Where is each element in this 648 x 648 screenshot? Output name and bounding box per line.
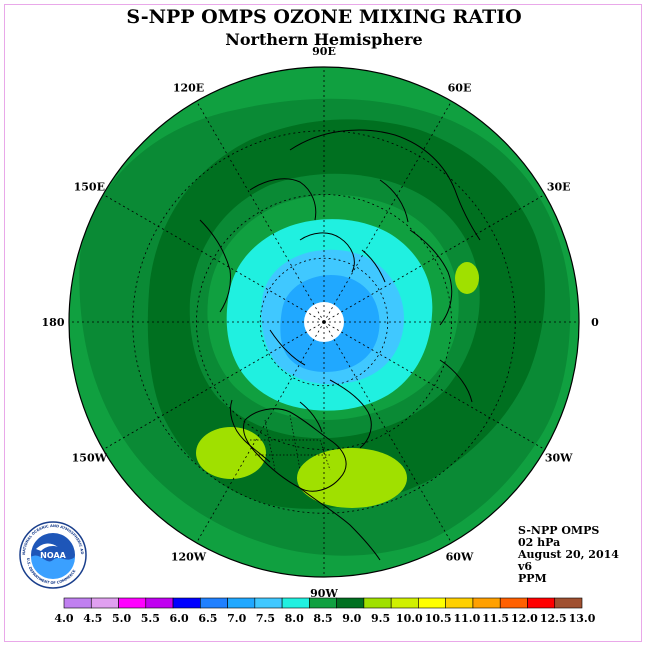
longitude-label: 30W (545, 452, 573, 465)
contour-9-5-atlantic (297, 448, 407, 508)
colorbar-swatch (336, 597, 365, 609)
colorbar-swatch (227, 597, 256, 609)
coastlines (199, 129, 481, 561)
info-date: August 20, 2014 (518, 548, 619, 561)
colorbar-tick-label: 8.0 (285, 612, 304, 625)
longitude-label: 90W (310, 587, 338, 600)
ozone-contours (69, 67, 579, 577)
image-frame (4, 4, 642, 642)
borders (250, 414, 331, 471)
chart-title: S-NPP OMPS OZONE MIXING RATIO (126, 6, 522, 28)
colorbar-swatch (254, 597, 283, 609)
longitude-label: 0 (591, 316, 599, 329)
colorbar-swatch (118, 597, 147, 609)
colorbar-swatch (554, 597, 583, 609)
colorbar-tick-label: 10.5 (425, 612, 452, 625)
colorbar-tick-label: 4.0 (54, 612, 73, 625)
contour-9-5-east (455, 262, 479, 294)
contour-9-5-west (196, 427, 266, 479)
colorbar: 4.0 4.5 5.0 5.5 6.0 6.5 7.0 7.5 8.0 8.5 9.0 9.5 10.0… (54, 597, 596, 625)
colorbar-tick-label: 12.5 (540, 612, 567, 625)
latitude-circle (259, 257, 389, 387)
colorbar-swatch (390, 597, 419, 609)
colorbar-swatch (63, 597, 92, 609)
colorbar-tick-label: 6.5 (198, 612, 217, 625)
colorbar-tick-label: 6.0 (170, 612, 189, 625)
colorbar-tick-label: 4.5 (83, 612, 102, 625)
colorbar-swatch (472, 597, 501, 609)
colorbar-swatch (90, 597, 119, 609)
info-instrument: S-NPP OMPS (518, 524, 600, 537)
longitude-labels: 90E 60E 30E 0 30W 60W 90W 120W 150W 180 150E 120E (42, 45, 600, 600)
colorbar-tick-label: 7.5 (256, 612, 275, 625)
colorbar-tick-label: 5.5 (141, 612, 160, 625)
longitude-label: 180 (42, 316, 65, 329)
longitude-label: 150E (74, 181, 105, 194)
longitude-label: 90E (312, 45, 336, 58)
colorbar-tick-label: 7.0 (227, 612, 246, 625)
colorbar-ticks: 4.0 4.5 5.0 5.5 6.0 6.5 7.0 7.5 8.0 8.5 9.0 9.5 10.0… (54, 612, 595, 625)
graticule (69, 67, 579, 577)
colorbar-swatch (527, 597, 556, 609)
colorbar-swatch (145, 597, 174, 609)
longitude-label: 120E (173, 81, 204, 94)
colorbar-swatch (172, 597, 201, 609)
longitude-label: 30E (547, 181, 571, 194)
colorbar-tick-label: 13.0 (569, 612, 596, 625)
colorbar-swatch (200, 597, 228, 609)
colorbar-swatch (281, 597, 310, 609)
colorbar-swatch (418, 597, 446, 609)
colorbar-swatch (363, 597, 392, 609)
colorbar-tick-label: 9.5 (371, 612, 390, 625)
noaa-logo: NATIONAL OCEANIC AND ATMOSPHERIC ADMINIS… (18, 520, 87, 589)
colorbar-tick-label: 11.0 (453, 612, 480, 625)
colorbar-tick-label: 9.0 (342, 612, 361, 625)
longitude-label: 150W (72, 452, 108, 465)
chart-subtitle: Northern Hemisphere (225, 30, 423, 49)
colorbar-tick-label: 10.0 (396, 612, 423, 625)
logo-text: NOAA (40, 551, 66, 560)
longitude-label: 60W (446, 551, 474, 564)
colorbar-tick-label: 11.5 (482, 612, 509, 625)
colorbar-swatch (309, 597, 337, 609)
colorbar-swatches (63, 597, 583, 609)
longitude-label: 60E (448, 81, 472, 94)
colorbar-swatch (445, 597, 474, 609)
colorbar-tick-label: 12.0 (511, 612, 538, 625)
info-version: v6 (518, 560, 533, 573)
colorbar-tick-label: 8.5 (313, 612, 332, 625)
longitude-label: 120W (171, 551, 207, 564)
info-block: S-NPP OMPS 02 hPa August 20, 2014 v6 PPM (518, 525, 619, 585)
info-level: 02 hPa (518, 536, 561, 549)
info-units: PPM (518, 572, 547, 585)
latitude-circle (196, 194, 452, 450)
colorbar-swatch (499, 597, 528, 609)
map-boundary (68, 66, 580, 578)
colorbar-tick-label: 5.0 (112, 612, 131, 625)
